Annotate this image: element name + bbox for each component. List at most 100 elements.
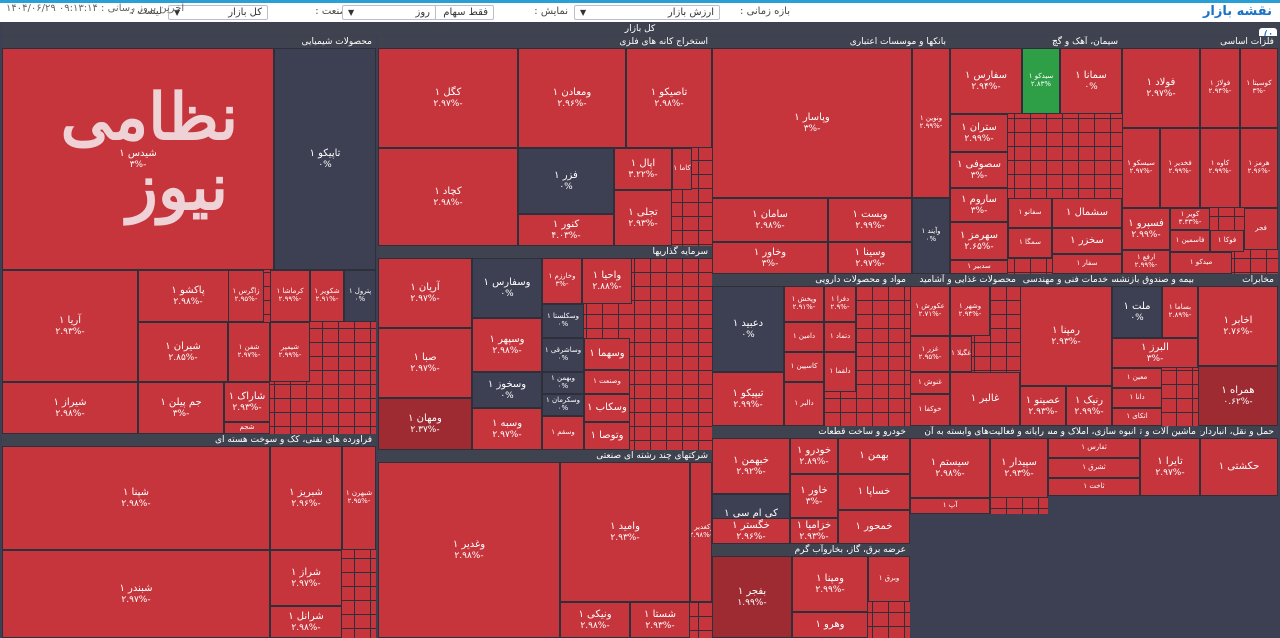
stock-tile[interactable]: سشمال ۱ [1052,198,1122,228]
stock-tile[interactable]: فولاژ ۱ -۲.۹۴% [1200,48,1240,128]
stock-tile[interactable]: کاما ۱ [672,148,692,190]
stock-tile[interactable]: معین ۱ [1112,368,1162,388]
stock-tile[interactable]: وآیند ۱ ۰% [912,198,950,274]
stock-tile[interactable]: وسکاب ۱ [584,394,630,422]
stock-tile[interactable]: شپنا ۱ -۲.۹۸% [2,446,270,550]
stock-tile[interactable]: سمانا ۱ ۰% [1060,48,1122,114]
stock-tile[interactable]: جم پیلن ۱ -۳% [138,382,224,434]
stock-tile[interactable]: تاصیکو ۱ -۲.۹۸% [626,48,712,148]
stock-tile[interactable]: وشهر ۱ -۲.۹۴% [950,286,990,336]
stock-tile[interactable]: شراز ۱ -۲.۹۷% [270,550,342,606]
stock-tile[interactable]: سفانو ۱ [1008,198,1052,228]
sector-multi[interactable]: شرکتهای چند رشته ای صنعتی وغدیر ۱ -۲.۹۸% وا… [378,450,712,638]
sector-realestate[interactable]: انبوه سازی، املاک و مستغلات ثفارس ۱ ثشرق ۱… [1048,426,1140,496]
stock-tile[interactable]: شیمپر -۲.۹۹% [270,322,310,382]
stock-tile[interactable]: ارفع ۱ -۲.۹۹% [1122,250,1170,274]
stock-tile[interactable]: اخابر ۱ -۲.۷۶% [1198,286,1278,366]
sector-basemetal[interactable]: فلزات اساسی فولاد ۱ -۲.۹۷% فولاژ ۱ -۲.۹۴% کوس… [1122,36,1278,274]
stock-tile[interactable]: تاپیکو ۱ ۰% [274,48,376,270]
display-select[interactable]: ارزش بازار ▼ [574,5,720,20]
stock-tile[interactable]: پترول ۱ ۰% [344,270,376,322]
stock-tile[interactable]: خگستر ۱ -۲.۹۶% [712,518,790,544]
list-select[interactable]: کل بازار ▼ [168,5,268,20]
sector-pharma[interactable]: مواد و محصولات دارویی دعبید ۱ ۰% وپخش ۱ -۲.۹… [712,274,910,426]
stock-tile[interactable]: وهرو ۱ [792,612,868,638]
stock-tile[interactable]: سهرمز ۱ -۲.۶۵% [950,222,1008,260]
stock-tile[interactable]: سپیدار ۱ -۲.۹۳% [990,438,1048,498]
stock-tile[interactable]: فولاد ۱ -۲.۹۷% [1122,48,1200,128]
stock-tile[interactable]: ستران ۱ -۲.۹۹% [950,114,1008,152]
stock-tile[interactable]: خودرو ۱ -۲.۸۹% [790,438,838,474]
sector-chem[interactable]: محصولات شیمیایی شیدس ۱ -۳% تاپیکو ۱ ۰% پاکشو … [2,36,376,434]
stock-tile[interactable]: وسینا ۱ -۲.۹۷% [828,242,912,274]
sector-machine[interactable]: ماشین آلات و تجهیزاتتایرا ۱-۲.۹۷% [1140,426,1200,496]
stock-tile[interactable]: تایرا ۱ -۲.۹۷% [1140,438,1200,496]
stock-tile[interactable]: خبهمن ۱ -۲.۹۲% [712,438,790,494]
stock-tile[interactable]: کاوه ۱ -۲.۹۹% [1200,128,1240,208]
stock-tile[interactable]: کویر ۱ -۳.۳۳% [1170,208,1210,230]
stock-tile[interactable]: خساپا ۱ [838,474,910,510]
stock-tile[interactable]: وپاسار ۱ -۳% [712,48,912,198]
stock-tile[interactable]: کچاد ۱ -۲.۹۸% [378,148,518,246]
stock-tile[interactable]: وکغدیر ۱-۲.۹۸% [690,462,712,602]
sector-commerce[interactable]: رایانه و فعالیت‌های وابسته به آن سیستم ۱-… [910,426,1048,514]
stock-tile[interactable]: وسخوز ۱ ۰% [472,372,542,408]
stock-tile[interactable]: کگل ۱ -۲.۹۷% [378,48,518,148]
stock-tile[interactable]: سیسکو ۱ -۲.۹۷% [1122,128,1160,208]
stock-tile[interactable]: آپ ۱ [910,498,990,514]
stock-tile[interactable]: سمگا ۱ [1008,228,1052,258]
stock-tile[interactable]: سفارس ۱ -۲.۹۴% [950,48,1022,114]
stock-tile[interactable]: وپخش ۱ -۲.۹۱% [784,286,824,322]
stock-tile[interactable]: وسهما ۱ [584,338,630,370]
stock-tile[interactable]: وصنعت ۱ [584,370,630,394]
stock-tile[interactable]: رمپنا ۱ -۲.۹۳% [1020,286,1112,386]
timeframe-select[interactable]: روز ▼ [342,5,436,20]
stock-tile[interactable]: عصینو ۱ -۲.۹۳% [1020,386,1066,426]
stock-tile[interactable]: دتماد ۱ [824,322,856,352]
stock-tile[interactable]: وتوصا ۱ [584,422,630,450]
sector-cement[interactable]: سیمان، آهک و گچ سفارس ۱ -۲.۹۴% سیدکو ۱ ۲.۸۳%… [950,36,1122,274]
stock-tile[interactable]: شبریز ۱ -۲.۹۶% [270,446,342,550]
stock-tile[interactable]: ثاخت ۱ [1048,478,1140,496]
stock-tile[interactable]: ومپنا ۱ -۲.۹۹% [792,556,868,612]
stock-tile[interactable]: اتکای ۱ [1112,408,1162,426]
stock-tile[interactable]: فخدیر ۱ -۲.۹۹% [1160,128,1200,208]
stock-tile[interactable]: دعبید ۱ ۰% [712,286,784,372]
stock-tile[interactable]: ملت ۱ ۰% [1112,286,1162,338]
sector-auto[interactable]: خودرو و ساخت قطعات خبهمن ۱ -۲.۹۲% خودرو ۱ -۲… [712,426,910,544]
stock-tile[interactable]: خاور ۱ -۳% [790,474,838,518]
stock-tile[interactable]: خمحور ۱ [838,510,910,544]
sector-food[interactable]: محصولات غذایی و آشامید عکورش ۱ -۲.۷۱% وشهر … [910,274,1020,426]
sector-metal[interactable]: استخراج کانه های فلزی کگل ۱ -۲.۹۷% ومعادن ۱… [378,36,712,246]
stock-tile[interactable]: شفن ۱ -۲.۹۷% [228,322,270,382]
stock-tile[interactable]: تجلی ۱ -۲.۹۳% [614,190,672,246]
sector-bank[interactable]: بانکها و موسسات اعتباری وپاسار ۱ -۳% ونوین … [712,36,950,274]
sector-utility[interactable]: عرضه برق، گاز، بخاروآب گرم بفجر ۱ -۱.۹۹% وم… [712,544,910,638]
stock-tile[interactable]: شیراز ۱ -۲.۹۸% [2,382,138,434]
stock-tile[interactable]: سیدکو ۱ ۲.۸۳% [1022,48,1060,114]
sector-insurance[interactable]: بیمه و صندوق بازنشسته ملت ۱ ۰% بساما ۱ -۲.۸۹… [1112,274,1198,426]
stock-tile[interactable]: شبندر ۱ -۲.۹۷% [2,550,270,638]
stock-tile[interactable]: وسکرمان ۱ ۰% [542,394,584,416]
stock-tile[interactable]: سفار ۱ [1052,254,1122,274]
stock-tile[interactable]: واحیا ۱ -۲.۸۸% [582,258,632,304]
sector-tech[interactable]: خدمات فنی و مهندسی رمپنا ۱ -۲.۹۳% عصینو ۱ -۲… [1020,274,1112,426]
stock-tile[interactable]: ثفارس ۱ [1048,438,1140,458]
stock-tile[interactable]: شستا ۱ -۲.۹۳% [630,602,690,638]
stock-tile[interactable]: همراه ۱ -۰.۶۲% [1198,366,1278,426]
stock-tile[interactable]: فاسمین ۱ [1170,230,1210,252]
stock-tile[interactable]: اپال ۱ -۳.۲۲% [614,148,672,190]
sector-telecom[interactable]: مخابرات اخابر ۱ -۲.۷۶% همراه ۱ -۰.۶۲% [1198,274,1278,426]
stock-tile[interactable]: کاسپین ۱ [784,352,824,382]
stock-tile[interactable]: بهمن ۱ [838,438,910,474]
stock-tile[interactable]: دانا ۱ [1112,388,1162,408]
stock-tile[interactable]: فوکا ۱ [1210,230,1244,252]
stock-tile[interactable]: بفجر ۱ -۱.۹۹% [712,556,792,638]
stock-tile[interactable]: دلقما ۱ [824,352,856,392]
stock-tile[interactable]: وغدیر ۱ -۲.۹۸% [378,462,560,638]
stock-tile[interactable]: کنور ۱ -۴.۰۳% [518,214,614,246]
sector-transport[interactable]: حمل و نقل، انبارداری حکشتی ۱ [1200,426,1278,496]
stock-tile[interactable]: شبهرن ۱ -۲.۹۵% [342,446,376,550]
stock-tile[interactable]: وامید ۱ -۲.۹۳% [560,462,690,602]
stock-tile[interactable]: غگیلا ۱ [950,336,972,372]
